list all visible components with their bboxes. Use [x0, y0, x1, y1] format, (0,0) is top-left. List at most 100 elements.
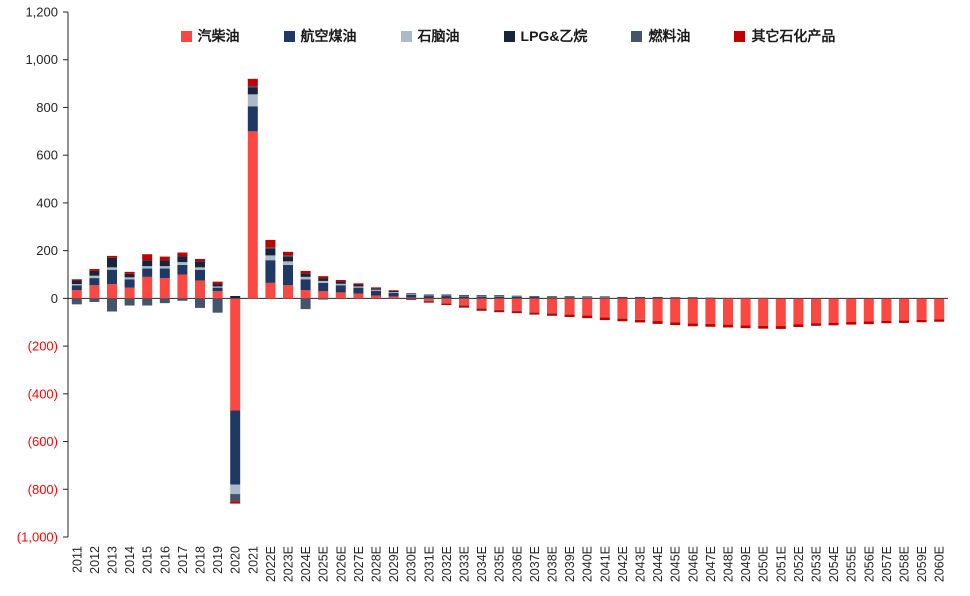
- x-tick-label: 2023E: [282, 546, 296, 582]
- bar-segment-2017: [177, 256, 188, 263]
- bar-segment-2044E: [652, 321, 663, 324]
- bar-segment-2039E: [564, 296, 575, 298]
- x-tick-label: 2032E: [440, 546, 454, 582]
- bar-segment-2024E: [300, 276, 311, 280]
- legend-item-1[interactable]: 航空煤油: [283, 26, 357, 46]
- bar-segment-2060E: [934, 298, 945, 320]
- bar-segment-2024E: [300, 270, 311, 274]
- bar-segment-2028E: [371, 290, 381, 296]
- bar-segment-2016: [159, 266, 170, 269]
- x-tick-label: 2044E: [651, 546, 665, 582]
- bar-segment-2021: [247, 106, 258, 132]
- x-tick-label: 2052E: [792, 546, 806, 582]
- bar-segment-2037E: [529, 296, 540, 299]
- chart-legend: 汽柴油 航空煤油 石脑油 LPG&乙烷 燃料油 其它石化产品: [68, 26, 948, 46]
- bar-segment-2015: [142, 254, 153, 261]
- bar-segment-2037E: [529, 298, 540, 313]
- bar-segment-2030E: [406, 298, 417, 300]
- bar-segment-2018: [195, 267, 205, 270]
- bar-segment-2014: [124, 298, 135, 306]
- x-tick-label: 2012: [88, 546, 102, 574]
- bar-segment-2018: [195, 269, 205, 281]
- bar-segment-2013: [107, 255, 117, 258]
- y-tick-label: 200: [36, 243, 58, 258]
- bar-segment-2034E: [476, 295, 487, 297]
- x-tick-label: 2040E: [581, 546, 595, 582]
- x-tick-label: 2054E: [827, 546, 841, 582]
- legend-swatch-icon: [503, 30, 515, 42]
- bar-segment-2045E: [670, 322, 681, 326]
- bar-segment-2036E: [511, 298, 522, 311]
- bar-segment-2057E: [881, 320, 892, 324]
- bar-segment-2026E: [335, 285, 346, 293]
- legend-item-4[interactable]: 燃料油: [631, 26, 690, 46]
- legend-item-3[interactable]: LPG&乙烷: [503, 26, 587, 46]
- legend-swatch-icon: [631, 30, 643, 42]
- bar-segment-2036E: [511, 311, 522, 314]
- bar-segment-2034E: [476, 296, 487, 299]
- bar-segment-2027E: [353, 287, 364, 294]
- bar-segment-2032E: [441, 298, 452, 304]
- x-tick-label: 2056E: [862, 546, 876, 582]
- bar-segment-2052E: [793, 298, 804, 299]
- bar-segment-2025E: [318, 276, 329, 279]
- x-tick-label: 2027E: [352, 546, 366, 582]
- bar-segment-2032E: [441, 294, 452, 296]
- bar-segment-2038E: [547, 313, 557, 314]
- bar-segment-2032E: [441, 295, 452, 299]
- bar-segment-2029E: [388, 298, 399, 299]
- y-tick-label: (200): [28, 339, 58, 354]
- bar-segment-2039E: [564, 298, 575, 315]
- bar-segment-2031E: [423, 298, 434, 301]
- bar-segment-2030E: [406, 293, 417, 295]
- bar-segment-2035E: [494, 298, 505, 310]
- bar-segment-2024E: [300, 273, 311, 277]
- legend-item-5[interactable]: 其它石化产品: [734, 26, 835, 46]
- bar-segment-2046E: [687, 297, 698, 298]
- bar-segment-2047E: [705, 297, 716, 299]
- bar-segment-2028E: [371, 288, 381, 290]
- bar-segment-2040E: [582, 296, 593, 298]
- x-tick-label: 2030E: [405, 546, 419, 582]
- bar-segment-2026E: [335, 292, 346, 299]
- bar-segment-2041E: [599, 296, 610, 298]
- bar-segment-2019: [212, 284, 223, 287]
- legend-swatch-icon: [734, 30, 746, 42]
- bar-segment-2021: [247, 78, 258, 86]
- y-tick-label: (800): [28, 482, 58, 497]
- bar-segment-2015: [142, 268, 153, 277]
- x-tick-label: 2025E: [317, 546, 331, 582]
- bar-segment-2014: [124, 271, 135, 274]
- legend-item-2[interactable]: 石脑油: [400, 26, 460, 46]
- y-tick-label: (1,000): [17, 530, 58, 545]
- bar-segment-2017: [177, 274, 188, 299]
- bar-segment-2022E: [265, 255, 276, 261]
- x-tick-label: 2026E: [334, 546, 348, 582]
- bar-segment-2043E: [635, 298, 645, 320]
- bar-segment-2047E: [705, 324, 716, 327]
- bar-segment-2043E: [635, 297, 645, 299]
- bar-segment-2018: [195, 298, 205, 308]
- bar-segment-2028E: [371, 298, 381, 299]
- bar-segment-2035E: [494, 310, 505, 313]
- bar-segment-2051E: [775, 298, 786, 327]
- bar-segment-2054E: [828, 322, 839, 326]
- bar-segment-2032E: [441, 303, 452, 304]
- x-tick-label: 2043E: [634, 546, 648, 582]
- bar-segment-2050E: [758, 297, 769, 299]
- x-tick-label: 2058E: [898, 546, 912, 582]
- x-tick-label: 2017: [176, 546, 190, 574]
- bar-segment-2037E: [529, 312, 540, 313]
- x-tick-label: 2016: [158, 546, 172, 574]
- bar-segment-2021: [247, 85, 258, 88]
- legend-item-0[interactable]: 汽柴油: [180, 26, 240, 46]
- x-tick-label: 2033E: [458, 546, 472, 582]
- bar-segment-2049E: [740, 298, 751, 326]
- bar-segment-2027E: [353, 283, 364, 285]
- bar-segment-2045E: [670, 297, 681, 298]
- bar-segment-2036E: [511, 295, 522, 297]
- bar-segment-2013: [107, 269, 117, 285]
- bar-segment-2037E: [529, 312, 540, 315]
- bar-segment-2020: [230, 484, 241, 495]
